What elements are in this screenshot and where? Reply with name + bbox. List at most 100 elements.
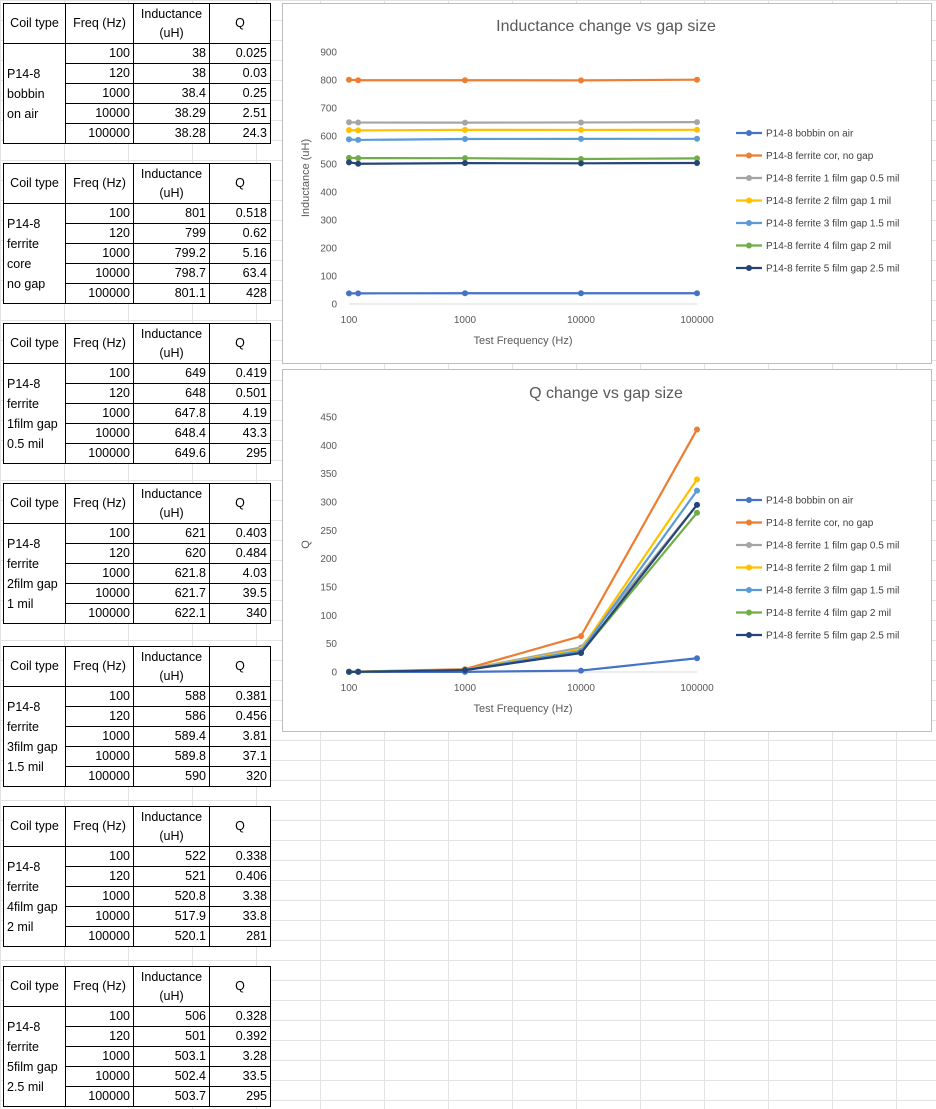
legend-marker: [746, 265, 752, 271]
inductance-cell: 502.4: [133, 1066, 210, 1087]
coil-type-cell: P14-8 ferrite 1film gap 0.5 mil: [3, 363, 66, 464]
data-point: [578, 119, 584, 126]
freq-cell: 100000: [65, 283, 134, 304]
legend-label: P14-8 ferrite 4 film gap 2 mil: [766, 608, 891, 619]
table-row: 100000 38.28 24.3: [4, 123, 271, 144]
y-tick-label: 600: [320, 132, 337, 143]
freq-cell: 100: [65, 43, 134, 64]
series-line: [348, 78, 698, 82]
y-tick-label: 900: [320, 48, 337, 59]
legend-label: P14-8 ferrite 3 film gap 1.5 mil: [766, 219, 899, 230]
legend-marker: [746, 130, 752, 136]
x-tick-label: 10000: [567, 315, 595, 326]
q-cell: 0.419: [209, 363, 271, 384]
header-q: Q: [209, 483, 271, 524]
legend-label: P14-8 ferrite 1 film gap 0.5 mil: [766, 541, 899, 552]
coil-type-cell: P14-8 ferrite 3film gap 1.5 mil: [3, 686, 66, 787]
y-tick-label: 400: [320, 441, 337, 452]
q-cell: 4.19: [209, 403, 271, 424]
q-cell: 33.8: [209, 906, 271, 927]
inductance-cell: 801: [133, 203, 210, 224]
q-cell: 0.03: [209, 63, 271, 84]
y-tick-label: 700: [320, 104, 337, 115]
inductance-cell: 649: [133, 363, 210, 384]
series-line: [348, 137, 698, 142]
q-cell: 2.51: [209, 103, 271, 124]
header-coil-type: Coil type: [3, 323, 66, 364]
header-coil-type: Coil type: [3, 163, 66, 204]
q-cell: 0.501: [209, 383, 271, 404]
freq-cell: 100000: [65, 1086, 134, 1107]
coil-table: Coil type Freq (Hz) Inductance (uH) Q P14-8 …: [3, 966, 271, 1107]
coil-type-cell: P14-8 ferrite 2film gap 1 mil: [3, 523, 66, 624]
table-row: P14-8 bobbin on air 100 38 0.025: [3, 43, 271, 144]
data-point: [578, 160, 584, 167]
legend-label: P14-8 bobbin on air: [766, 129, 854, 140]
y-axis-label: Inductance (uH): [300, 139, 312, 217]
header-inductance: Inductance (uH): [133, 646, 210, 687]
inductance-cell: 38: [133, 63, 210, 84]
inductance-cell: 621.8: [133, 563, 210, 584]
table-row: 1000 621.8 4.03: [4, 563, 271, 584]
coil-table: Coil type Freq (Hz) Inductance (uH) Q P14-8 …: [3, 483, 271, 624]
q-cell: 0.406: [209, 866, 271, 887]
y-tick-label: 300: [320, 498, 337, 509]
freq-cell: 120: [65, 63, 134, 84]
coil-table: Coil type Freq (Hz) Inductance (uH) Q P14-8 …: [3, 163, 271, 304]
legend-marker: [746, 632, 752, 638]
y-tick-label: 800: [320, 76, 337, 87]
legend-label: P14-8 ferrite 2 film gap 1 mil: [766, 196, 891, 207]
data-point: [462, 155, 468, 162]
inductance-cell: 38.29: [133, 103, 210, 124]
x-tick-label: 1000: [454, 683, 477, 694]
coil-table: Coil type Freq (Hz) Inductance (uH) Q P14-8 …: [3, 3, 271, 144]
q-cell: 0.456: [209, 706, 271, 727]
data-point: [462, 667, 468, 674]
q-cell: 33.5: [209, 1066, 271, 1087]
data-point: [578, 135, 584, 142]
inductance-cell: 521: [133, 866, 210, 887]
inductance-chart-svg: Inductance change vs gap size 0 100 200 300 4…: [300, 18, 899, 347]
header-q: Q: [209, 163, 271, 204]
y-tick-label: 0: [331, 300, 337, 311]
table-row: 10000 502.4 33.5: [4, 1066, 271, 1087]
table-row: P14-8 ferrite core no gap 100 801 0.518: [3, 203, 271, 304]
y-tick-label: 100: [320, 272, 337, 283]
data-point: [355, 77, 362, 84]
q-cell: 281: [209, 926, 271, 947]
header-coil-type: Coil type: [3, 3, 66, 44]
freq-cell: 1000: [65, 886, 134, 907]
freq-cell: 100: [65, 523, 134, 544]
data-point: [355, 127, 362, 134]
freq-cell: 100000: [65, 926, 134, 947]
legend-marker: [746, 152, 752, 159]
header-freq: Freq (Hz): [65, 646, 134, 687]
y-axis-label: Q: [300, 540, 312, 549]
y-tick-label: 100: [320, 611, 337, 622]
freq-cell: 10000: [65, 423, 134, 444]
header-coil-type: Coil type: [3, 483, 66, 524]
inductance-cell: 517.9: [133, 906, 210, 927]
inductance-cell: 38: [133, 43, 210, 64]
x-axis-label: Test Frequency (Hz): [473, 335, 572, 347]
inductance-cell: 799.2: [133, 243, 210, 264]
table-row: 100000 801.1 428: [4, 283, 271, 304]
data-point: [346, 668, 352, 675]
table-row: 10000 38.29 2.51: [4, 103, 271, 124]
freq-cell: 120: [65, 383, 134, 404]
header-q: Q: [209, 646, 271, 687]
coil-type-cell: P14-8 ferrite core no gap: [3, 203, 66, 304]
table-row: 120 799 0.62: [4, 223, 271, 244]
inductance-cell: 520.1: [133, 926, 210, 947]
series-line: [348, 504, 698, 673]
header-q: Q: [209, 323, 271, 364]
legend-marker: [746, 197, 752, 204]
header-freq: Freq (Hz): [65, 806, 134, 847]
freq-cell: 1000: [65, 83, 134, 104]
x-tick-label: 100: [341, 683, 358, 694]
data-point: [694, 501, 700, 508]
header-inductance: Inductance (uH): [133, 806, 210, 847]
inductance-cell: 799: [133, 223, 210, 244]
q-cell: 320: [209, 766, 271, 787]
header-freq: Freq (Hz): [65, 323, 134, 364]
